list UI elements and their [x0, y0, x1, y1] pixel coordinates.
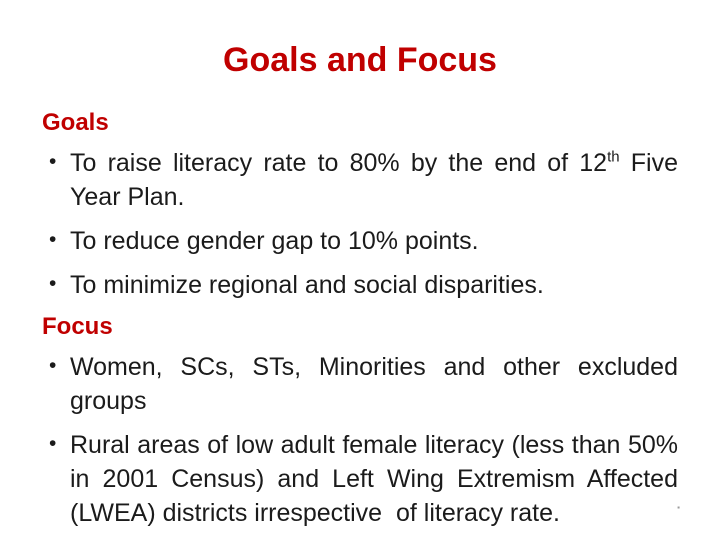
bullet-text: To minimize regional and social disparit… — [70, 271, 544, 299]
list-item: • Rural areas of low adult female litera… — [42, 428, 678, 530]
ordinal-superscript: th — [607, 148, 620, 166]
list-item: • To minimize regional and social dispar… — [42, 268, 678, 302]
list-item: • To reduce gender gap to 10% points. — [42, 224, 678, 258]
bullet-icon: • — [49, 432, 57, 455]
bullet-text: Rural areas of low adult female literacy… — [70, 431, 685, 527]
bullet-icon: • — [49, 228, 57, 251]
list-item: • Women, SCs, STs, Minorities and other … — [42, 350, 678, 418]
bullet-text: To reduce gender gap to 10% points. — [70, 227, 479, 255]
bullet-text: Women, SCs, STs, Minorities and other ex… — [70, 353, 685, 415]
section-heading-focus: Focus — [42, 313, 113, 340]
list-item: • To raise literacy rate to 80% by the e… — [42, 146, 678, 214]
focus-bullet-list: • Women, SCs, STs, Minorities and other … — [42, 350, 678, 530]
bullet-text: To raise literacy rate to 80% by the end… — [70, 149, 685, 211]
slide-content: Goals • To raise literacy rate to 80% by… — [0, 80, 720, 530]
bullet-text-pre: To raise literacy rate to 80% by the end… — [70, 149, 608, 177]
goals-bullet-list: • To raise literacy rate to 80% by the e… — [42, 146, 678, 302]
bullet-icon: • — [49, 272, 57, 295]
slide-title: Goals and Focus — [223, 41, 497, 79]
bullet-icon: • — [49, 354, 57, 377]
bullet-text-post: Five Year Plan. — [70, 149, 685, 211]
bullet-icon: • — [49, 150, 57, 173]
slide-corner-mark: ▪ — [677, 503, 680, 512]
section-heading-goals: Goals — [42, 109, 109, 136]
